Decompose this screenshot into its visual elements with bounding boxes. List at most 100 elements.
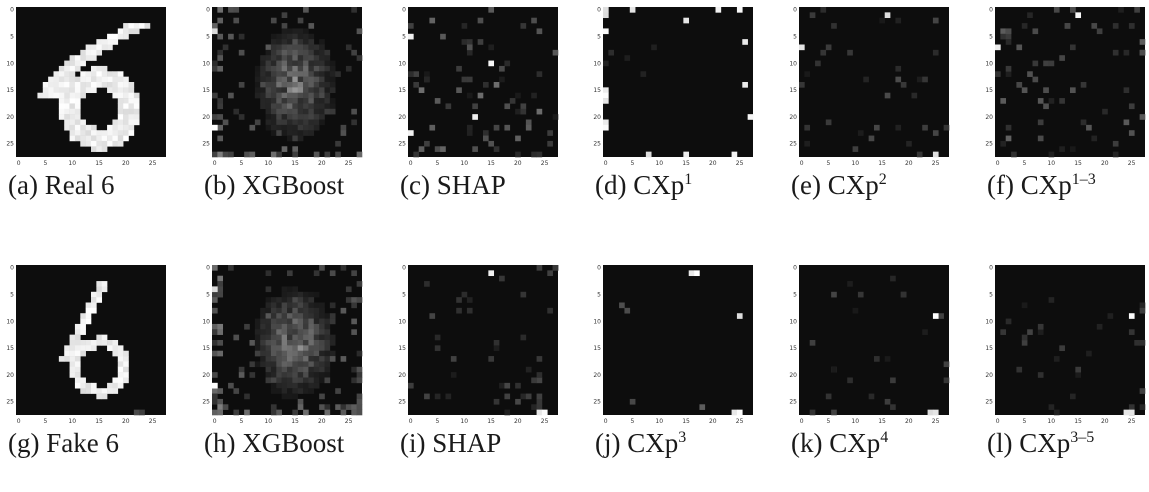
pixel-cell xyxy=(297,356,304,362)
pixel-cell xyxy=(303,356,309,362)
y-tick-label: 25 xyxy=(6,399,14,406)
x-tick-label: 20 xyxy=(905,418,913,425)
pixel-cell xyxy=(292,382,299,389)
caption-letter: (c) xyxy=(400,170,437,200)
pixel-cell xyxy=(1021,340,1028,346)
pixel-cell xyxy=(319,265,325,271)
pixel-cell xyxy=(249,340,256,346)
pixel-cell xyxy=(265,318,272,325)
caption-text: CXp xyxy=(1020,170,1072,200)
pixel-cell xyxy=(270,60,277,67)
x-tick-label: 25 xyxy=(932,160,940,167)
pixel-cell xyxy=(270,297,277,303)
pixel-cell xyxy=(128,92,135,99)
pixel-cell xyxy=(313,366,320,373)
pixel-cell xyxy=(107,140,113,147)
pixel-cell xyxy=(281,124,288,131)
pixel-cell xyxy=(58,82,65,88)
pixel-cell xyxy=(123,366,129,373)
pixel-cell xyxy=(48,92,54,99)
pixel-cell xyxy=(228,33,234,40)
pixel-cell xyxy=(217,17,224,24)
pixel-cell xyxy=(536,71,543,77)
pixel-cell xyxy=(287,350,293,357)
pixel-cell xyxy=(466,124,473,131)
pixel-cell xyxy=(297,404,304,410)
pixel-cell xyxy=(536,404,543,410)
pixel-cell xyxy=(324,60,331,67)
pixel-cell xyxy=(212,329,218,335)
figure-panel: 0 5 10 15 20 25 0 5 10 15 20 25 xyxy=(6,265,172,427)
caption-letter: (f) xyxy=(987,170,1021,200)
pixel-cell xyxy=(228,92,234,99)
pixel-cell xyxy=(287,82,293,88)
pixel-cell xyxy=(434,146,441,152)
pixel-cell xyxy=(58,356,65,362)
pixel-cell xyxy=(429,17,436,24)
pixel-cell xyxy=(313,82,320,88)
caption-letter: (k) xyxy=(791,428,830,458)
pixel-cell xyxy=(292,366,299,373)
pixel-cell xyxy=(265,286,272,293)
pixel-cell xyxy=(884,92,891,99)
pixel-cell xyxy=(319,65,325,72)
pixel-cell xyxy=(58,98,65,104)
y-tick-label: 25 xyxy=(398,399,406,406)
pixel-cell xyxy=(308,98,315,104)
pixel-cell xyxy=(1139,388,1146,394)
y-tick-label: 10 xyxy=(789,318,797,325)
pixel-cell xyxy=(329,302,336,309)
pixel-cell xyxy=(525,119,532,126)
pixel-cell xyxy=(217,151,224,158)
pixel-cell xyxy=(799,44,805,51)
pixel-cell xyxy=(85,49,92,56)
pixel-cell xyxy=(932,151,939,158)
pixel-cell xyxy=(1112,23,1119,29)
pixel-cell xyxy=(48,82,54,88)
pixel-cell xyxy=(270,404,277,410)
pixel-cell xyxy=(418,146,425,152)
pixel-cell xyxy=(699,404,706,410)
pixel-cell xyxy=(270,350,277,357)
x-tick-label: 25 xyxy=(345,160,353,167)
pixel-cell xyxy=(48,87,54,94)
pixel-cell xyxy=(292,65,299,72)
x-tick-label: 0 xyxy=(409,418,413,425)
pixel-cell xyxy=(906,140,912,147)
pixel-cell xyxy=(313,313,320,319)
pixel-cell xyxy=(847,49,853,56)
x-tick-label: 5 xyxy=(631,160,635,167)
subfigure-caption: (i) SHAP xyxy=(400,428,501,459)
pixel-cell xyxy=(270,33,277,40)
pixel-cell xyxy=(297,302,304,309)
pixel-cell xyxy=(324,55,331,61)
pixel-cell xyxy=(107,71,113,77)
pixel-cell xyxy=(472,146,478,152)
pixel-cell xyxy=(313,103,320,110)
pixel-cell xyxy=(736,409,743,416)
caption-text: CXp xyxy=(829,428,881,458)
pixel-cell xyxy=(319,345,325,352)
pixel-cell xyxy=(351,377,357,384)
pixel-cell xyxy=(645,151,652,158)
pixel-cell xyxy=(1005,39,1012,45)
pixel-cell xyxy=(69,130,76,136)
pixel-cell xyxy=(265,98,272,104)
pixel-cell xyxy=(117,382,124,389)
pixel-cell xyxy=(1064,23,1071,29)
pixel-cell xyxy=(504,409,511,416)
y-tick-label: 10 xyxy=(6,318,14,325)
pixel-cell xyxy=(265,87,272,94)
pixel-cell xyxy=(91,65,97,72)
subfigure-caption: (k) CXp4 xyxy=(791,428,888,459)
pixel-cell xyxy=(69,124,76,131)
pixel-cell xyxy=(287,382,293,389)
pixel-cell xyxy=(683,17,690,24)
pixel-cell xyxy=(292,340,299,346)
y-tick-label: 0 xyxy=(793,7,797,14)
pixel-cell xyxy=(308,340,315,346)
pixel-cell xyxy=(488,60,495,67)
pixel-cell xyxy=(74,345,81,352)
pixel-cell xyxy=(335,71,341,77)
pixel-cell xyxy=(265,372,272,378)
